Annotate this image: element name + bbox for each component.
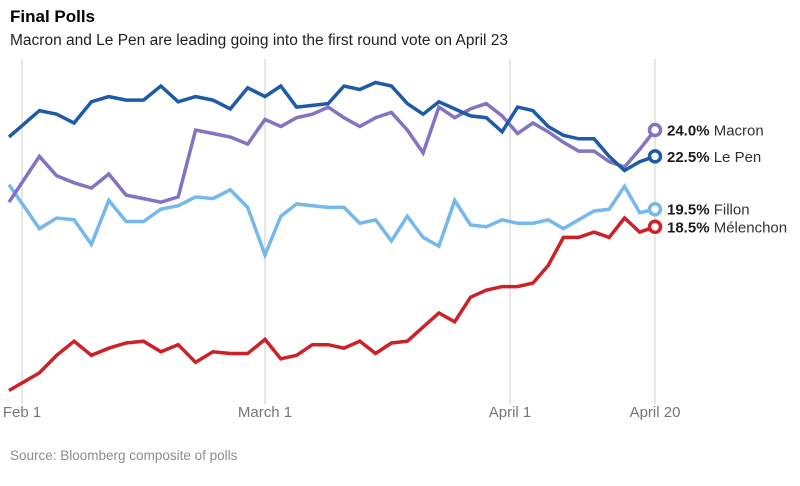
end-label-value-melenchon: 18.5% — [667, 219, 710, 236]
series-line-melenchon — [8, 215, 656, 393]
end-label-name-macron: Macron — [710, 123, 764, 140]
end-label-macron: 24.0% Macron — [667, 123, 764, 140]
chart-subtitle: Macron and Le Pen are leading going into… — [10, 32, 509, 49]
end-label-value-le-pen: 22.5% — [667, 149, 710, 166]
end-marker-macron — [647, 122, 663, 138]
x-tick-label-feb-1: Feb 1 — [3, 404, 41, 421]
source-note: Source: Bloomberg composite of polls — [10, 448, 238, 463]
series-line-fillon — [7, 182, 656, 260]
end-marker-le-pen — [647, 149, 663, 164]
end-marker-melenchon — [647, 219, 663, 235]
series-lines — [7, 80, 657, 393]
series-line-macron — [7, 101, 657, 205]
end-label-value-macron: 24.0% — [667, 123, 710, 140]
series-end-markers — [647, 122, 663, 235]
end-label-fillon: 19.5% Fillon — [667, 202, 750, 219]
end-label-name-le-pen: Le Pen — [710, 149, 762, 166]
series-line-le-pen — [7, 80, 656, 173]
end-label-name-fillon: Fillon — [710, 202, 750, 219]
x-gridlines — [21, 59, 656, 404]
end-label-name-melenchon: Mélenchon — [710, 219, 788, 236]
x-axis-labels: Feb 1 March 1 April 1 April 20 — [3, 404, 681, 421]
x-tick-label-march-1: March 1 — [238, 404, 292, 421]
end-label-value-fillon: 19.5% — [667, 202, 710, 219]
end-marker-fillon — [647, 201, 663, 217]
poll-line-chart: Feb 1 March 1 April 1 April 20 19.5% Fillon… — [3, 59, 787, 421]
chart-title: Final Polls — [10, 7, 96, 26]
end-label-melenchon: 18.5% Mélenchon — [667, 219, 787, 236]
x-tick-label-april-20: April 20 — [630, 404, 681, 421]
end-label-le-pen: 22.5% Le Pen — [667, 149, 761, 166]
chart-header: Final Polls Macron and Le Pen are leadin… — [0, 0, 800, 50]
x-tick-label-april-1: April 1 — [489, 404, 532, 421]
